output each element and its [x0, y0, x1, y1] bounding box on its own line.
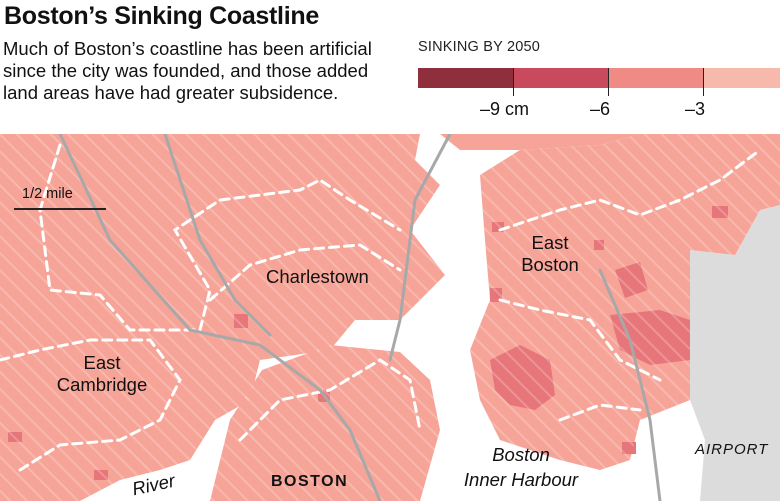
header-panel: Boston’s Sinking Coastline Much of Bosto… [0, 0, 780, 134]
scale-bar [14, 208, 106, 210]
legend-swatch-3cm [608, 68, 703, 88]
label-east-boston-line2: Boston [521, 254, 579, 275]
label-boston-inner-harbour: Boston Inner Harbour [446, 444, 596, 491]
legend-label-9cm: –9 cm [480, 99, 530, 119]
label-boston: BOSTON [271, 473, 349, 490]
legend-tick [513, 68, 514, 96]
legend-tick [703, 68, 704, 96]
label-harbour-line2: Inner Harbour [463, 469, 579, 490]
label-east-cambridge-line2: Cambridge [56, 374, 148, 395]
label-charlestown: Charlestown [266, 266, 369, 287]
hatch-overlay [0, 134, 780, 501]
legend-swatch-9cm [418, 68, 513, 88]
label-east-cambridge: East Cambridge [48, 352, 156, 396]
legend-bar [418, 68, 780, 88]
legend-tick [608, 68, 609, 96]
label-harbour-line1: Boston [492, 444, 550, 465]
scale-label: 1/2 mile [22, 186, 73, 202]
page-title: Boston’s Sinking Coastline [4, 2, 319, 30]
grey-land-airport [690, 205, 780, 501]
legend-swatch-0cm [703, 68, 780, 88]
landmass-north-strip [440, 134, 640, 150]
subtitle: Much of Boston’s coastline has been arti… [3, 38, 372, 103]
label-east-cambridge-line1: East [83, 352, 121, 373]
label-east-boston: East Boston [519, 232, 581, 276]
legend-label-3: –3 [685, 99, 706, 119]
legend-label-6: –6 [590, 99, 611, 119]
neighbourhood-boundaries [0, 143, 762, 472]
label-airport: AIRPORT [695, 441, 769, 458]
legend-title: SINKING BY 2050 [418, 39, 541, 55]
highways [58, 132, 662, 501]
label-east-boston-line1: East [531, 232, 569, 253]
legend-swatch-6cm [513, 68, 608, 88]
